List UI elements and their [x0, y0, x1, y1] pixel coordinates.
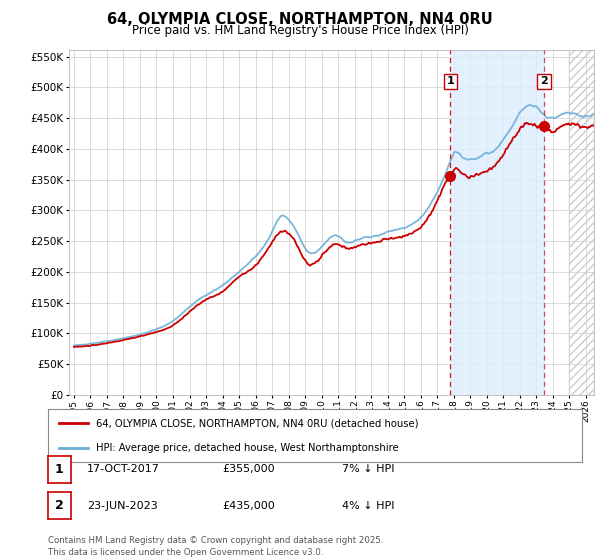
- Text: 17-OCT-2017: 17-OCT-2017: [87, 464, 160, 474]
- Text: Price paid vs. HM Land Registry's House Price Index (HPI): Price paid vs. HM Land Registry's House …: [131, 24, 469, 37]
- Text: 1: 1: [446, 76, 454, 86]
- Text: Contains HM Land Registry data © Crown copyright and database right 2025.
This d: Contains HM Land Registry data © Crown c…: [48, 536, 383, 557]
- Text: HPI: Average price, detached house, West Northamptonshire: HPI: Average price, detached house, West…: [96, 442, 398, 452]
- Text: 2: 2: [540, 76, 548, 86]
- Text: 64, OLYMPIA CLOSE, NORTHAMPTON, NN4 0RU (detached house): 64, OLYMPIA CLOSE, NORTHAMPTON, NN4 0RU …: [96, 418, 419, 428]
- Text: 1: 1: [55, 463, 64, 476]
- Text: 23-JUN-2023: 23-JUN-2023: [87, 501, 158, 511]
- Text: 7% ↓ HPI: 7% ↓ HPI: [342, 464, 395, 474]
- Bar: [569, 50, 594, 395]
- Text: £355,000: £355,000: [222, 464, 275, 474]
- Text: 4% ↓ HPI: 4% ↓ HPI: [342, 501, 395, 511]
- Bar: [450, 50, 544, 395]
- Text: 64, OLYMPIA CLOSE, NORTHAMPTON, NN4 0RU: 64, OLYMPIA CLOSE, NORTHAMPTON, NN4 0RU: [107, 12, 493, 27]
- Text: 2: 2: [55, 499, 64, 512]
- Text: £435,000: £435,000: [222, 501, 275, 511]
